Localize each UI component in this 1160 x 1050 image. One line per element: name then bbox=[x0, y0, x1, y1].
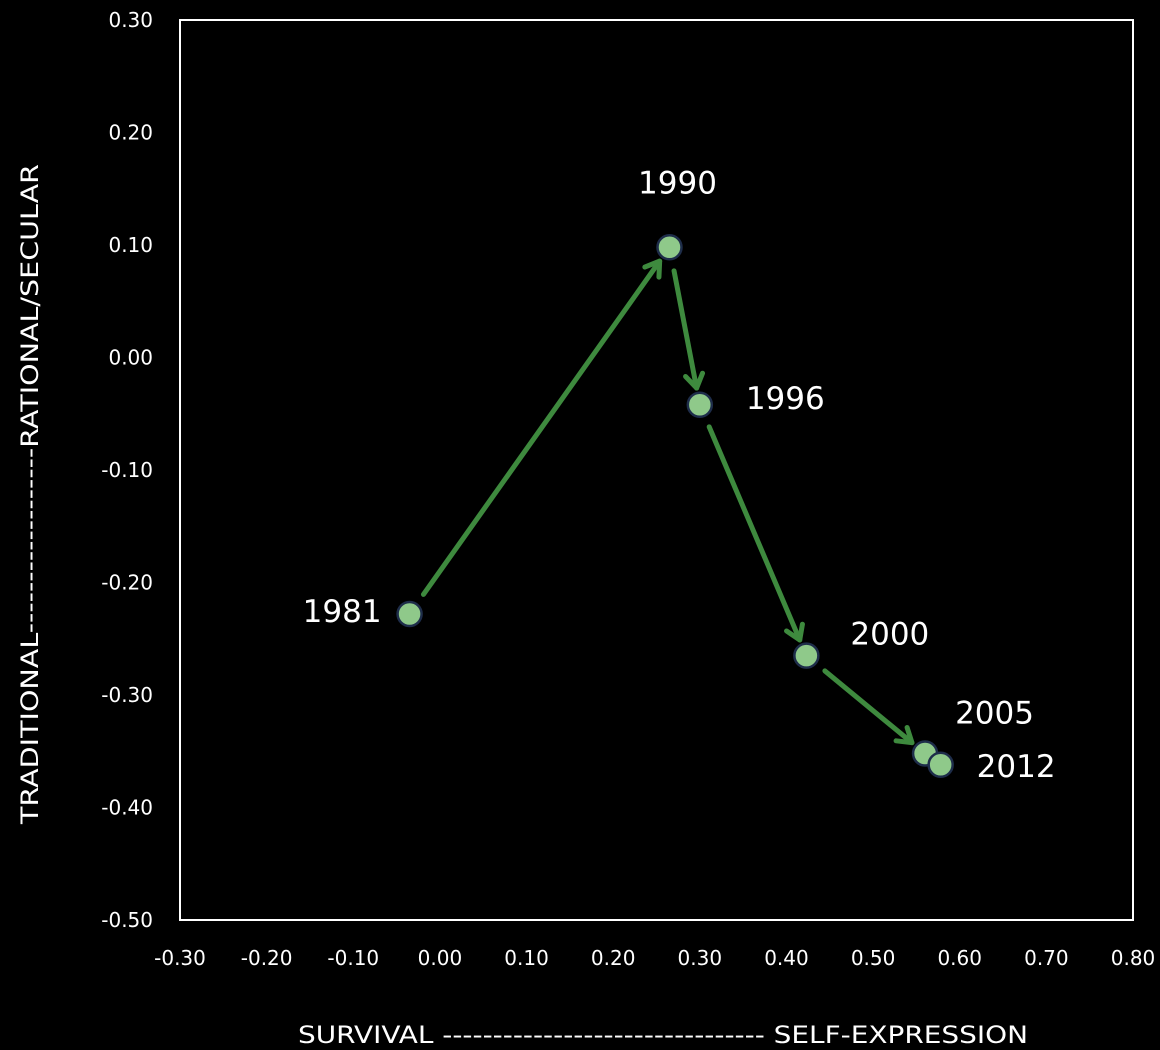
x-tick-label: 0.80 bbox=[1111, 946, 1156, 970]
trajectory-arrow bbox=[671, 268, 706, 391]
point-label: 2012 bbox=[977, 749, 1056, 785]
y-tick-label: 0.20 bbox=[108, 121, 153, 145]
trajectory-arrow bbox=[706, 424, 805, 643]
y-tick-label: -0.20 bbox=[101, 571, 153, 595]
point-label: 1981 bbox=[303, 594, 382, 630]
x-tick-label: -0.30 bbox=[154, 946, 206, 970]
point-labels: 1981 1990 1996 2000 2005 2012 bbox=[303, 165, 1056, 785]
x-tick-label: 0.50 bbox=[851, 946, 896, 970]
x-tick-label: 0.30 bbox=[678, 946, 723, 970]
x-axis-label: SURVIVAL -------------------------------… bbox=[298, 1021, 1028, 1049]
x-tick-label: 0.60 bbox=[937, 946, 982, 970]
y-tick-label: -0.30 bbox=[101, 683, 153, 707]
trajectory-arrow bbox=[822, 668, 915, 746]
y-tick-label: -0.40 bbox=[101, 796, 153, 820]
x-tick-label: 0.40 bbox=[764, 946, 809, 970]
data-point bbox=[927, 751, 954, 778]
trajectory-arrows bbox=[420, 258, 915, 746]
x-tick-label: 0.00 bbox=[418, 946, 463, 970]
data-point bbox=[686, 391, 714, 418]
point-label: 1996 bbox=[746, 381, 825, 417]
x-tick-label: -0.10 bbox=[327, 946, 379, 970]
y-tick-label: -0.10 bbox=[101, 458, 153, 482]
y-tick-label: 0.10 bbox=[108, 233, 153, 257]
data-point bbox=[656, 234, 683, 261]
x-tick-label: 0.70 bbox=[1024, 946, 1069, 970]
y-tick-label: 0.30 bbox=[108, 8, 153, 32]
x-tick-label: -0.20 bbox=[241, 946, 293, 970]
x-axis-ticks: -0.30 -0.20 -0.10 0.00 0.10 0.20 0.30 0.40 0.50 0… bbox=[154, 946, 1155, 970]
trajectory-arrow bbox=[420, 258, 663, 597]
point-label: 2005 bbox=[955, 696, 1034, 732]
data-point bbox=[793, 642, 820, 669]
y-axis-label: TRADITIONAL------------------RATIONAL/SE… bbox=[16, 164, 44, 825]
plot-area bbox=[179, 19, 1134, 921]
data-points bbox=[396, 234, 954, 778]
x-tick-label: 0.20 bbox=[591, 946, 636, 970]
data-point bbox=[396, 600, 423, 628]
y-tick-label: 0.00 bbox=[108, 346, 153, 370]
y-axis-ticks: 0.30 0.20 0.10 0.00 -0.10 -0.20 -0.30 -0.40 -0.5… bbox=[101, 8, 153, 932]
point-label: 1990 bbox=[638, 165, 717, 201]
point-label: 2000 bbox=[850, 617, 929, 653]
x-tick-label: 0.10 bbox=[504, 946, 549, 970]
y-tick-label: -0.50 bbox=[101, 908, 153, 932]
